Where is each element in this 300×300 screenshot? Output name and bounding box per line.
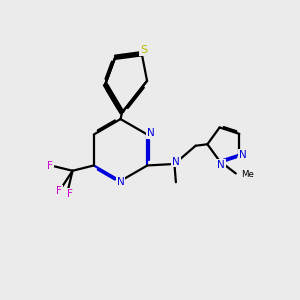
Text: N: N xyxy=(217,160,225,170)
Text: S: S xyxy=(140,45,147,55)
Text: Me: Me xyxy=(241,170,254,179)
Text: F: F xyxy=(56,186,62,196)
Text: N: N xyxy=(147,128,155,138)
Text: F: F xyxy=(47,161,53,171)
Text: N: N xyxy=(172,157,180,166)
Text: N: N xyxy=(117,176,124,187)
Text: N: N xyxy=(239,150,247,160)
Text: F: F xyxy=(67,189,73,199)
